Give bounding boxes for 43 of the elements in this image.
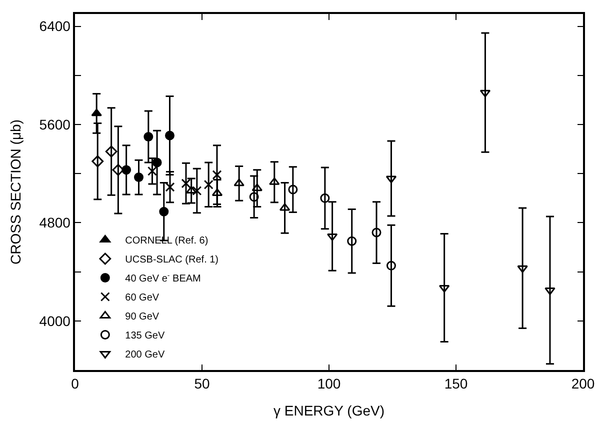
- point: [152, 158, 162, 168]
- point: [192, 186, 202, 196]
- point: [320, 193, 330, 203]
- x-tick-label: 200: [571, 376, 595, 392]
- point: [288, 184, 298, 194]
- y-tick-label: 5600: [39, 116, 71, 132]
- y-tick-label: 4000: [39, 312, 71, 329]
- x-tick-label: 0: [71, 376, 80, 392]
- point: [147, 166, 157, 176]
- x-axis-title: γ ENERGY (GeV): [274, 402, 384, 418]
- point: [92, 155, 104, 168]
- point: [181, 178, 191, 188]
- y-axis-title: CROSS SECTION (μb): [7, 120, 24, 264]
- point: [91, 108, 102, 116]
- point: [234, 178, 244, 186]
- x-tick-label: 100: [317, 376, 341, 392]
- point: [517, 265, 528, 273]
- point: [105, 146, 118, 158]
- point: [386, 260, 396, 270]
- point: [144, 132, 154, 142]
- x-tick-label: 50: [194, 376, 210, 392]
- point: [252, 184, 262, 192]
- legend-label: 200 GeV: [125, 350, 165, 361]
- point: [204, 180, 214, 190]
- point: [159, 206, 169, 216]
- point: [122, 165, 132, 175]
- y-tick-label: 6400: [39, 18, 71, 34]
- legend-label: UCSB-SLAC (Ref. 1): [125, 254, 219, 266]
- point: [165, 182, 175, 192]
- point: [347, 236, 357, 246]
- legend-label: 90 GeV: [125, 312, 160, 323]
- point: [164, 130, 174, 140]
- x-tick-label: 150: [444, 376, 468, 392]
- point: [544, 287, 556, 295]
- point: [249, 192, 259, 202]
- legend-label: 135 GeV: [125, 330, 165, 342]
- legend-label: CORNELL (Ref. 6): [125, 236, 208, 247]
- legend-label: 40 GeV e$^{-}$ BEAM: [125, 272, 201, 285]
- point: [372, 228, 382, 238]
- point: [134, 172, 144, 182]
- legend-label: 60 GeV: [125, 292, 160, 304]
- point: [269, 177, 280, 185]
- y-tick-label: 4800: [39, 214, 71, 231]
